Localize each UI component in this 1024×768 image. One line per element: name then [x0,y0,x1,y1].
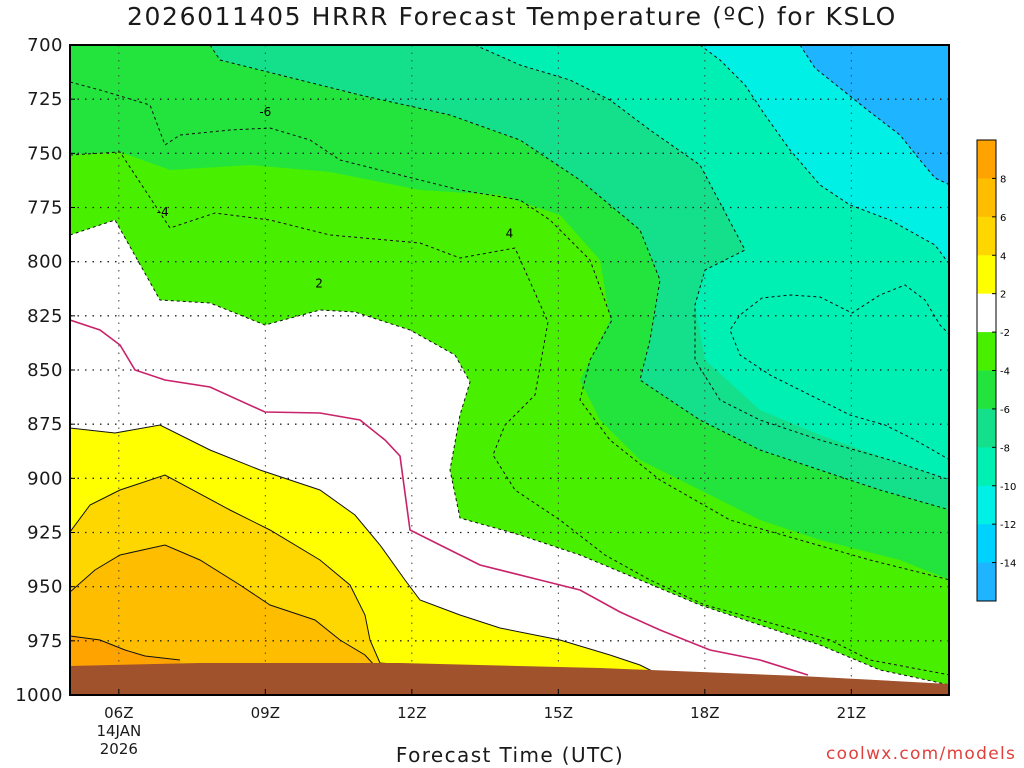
isotherm-minus8 [209,45,949,511]
colorbar: 8 6 4 2 -2 -4 -6 -8 -10 -12 -14 [976,139,1016,602]
x-tick-label: 12Z [397,704,426,722]
x-tick-date: 14JAN [96,722,141,740]
colorbar-swatch [977,447,996,487]
y-tick-label: 775 [27,198,63,219]
ground-mask [70,663,949,695]
x-tick-label: 15Z [544,704,573,722]
contour-label: -4 [157,205,169,219]
colorbar-label: 6 [1000,213,1006,224]
contour-label: 4 [506,227,514,241]
colorbar-swatch [977,370,996,410]
x-tick-label: 09Z [251,704,280,722]
band-fill-minus14 [800,45,949,185]
colorbar-swatch [977,255,996,294]
colorbar-swatch [977,524,996,563]
y-tick-label: 875 [27,414,63,435]
negative-isotherms [70,45,949,686]
colorbar-label: -4 [1000,367,1010,378]
y-tick-label: 975 [27,631,63,652]
y-tick-label: 800 [27,252,63,273]
x-tick-year: 2026 [100,740,138,758]
isotherm-minus4 [70,151,949,676]
isotherm-2 [70,424,671,681]
colorbar-swatch [977,562,996,602]
colorbar-swatch [977,293,996,333]
colorbar-label: -8 [1000,443,1010,454]
colorbar-swatch [977,408,996,448]
y-tick-label: 925 [27,523,63,544]
y-tick-label: 1000 [15,685,63,706]
x-tick-label: 06Z [104,704,133,722]
colorbar-swatch [977,485,996,525]
colorbar-swatch [977,216,996,256]
colorbar-label: 2 [1000,290,1006,301]
y-tick-label: 900 [27,468,63,489]
x-axis-label: Forecast Time (UTC) [395,743,625,767]
contour-label: 2 [315,276,323,290]
x-tick-label: 18Z [690,704,719,722]
credit-link[interactable]: coolwx.com/models [826,744,1017,764]
contour-label: -6 [259,105,271,119]
isotherm-minus2 [70,219,949,686]
y-tick-label: 700 [27,35,63,56]
isotherm-8 [70,635,181,661]
colorbar-label: 8 [1000,174,1006,185]
y-tick-label: 825 [27,306,63,327]
colorbar-label: -6 [1000,405,1010,416]
colorbar-swatch [977,140,996,179]
y-tick-label: 950 [27,577,63,598]
freezing-line [70,319,809,676]
colorbar-label: -2 [1000,328,1010,339]
isotherm-minus10 [474,45,949,481]
isotherm-minus12 [699,45,949,265]
y-axis: 700 725 750 775 800 825 850 875 900 925 950 975 1000 [15,35,75,706]
contour-labels: -6 -4 4 2 [157,105,514,290]
y-tick-label: 850 [27,360,63,381]
isotherm-minus12b [729,284,949,461]
colorbar-label: -12 [1000,520,1016,531]
y-tick-label: 725 [27,89,63,110]
x-tick-label: 21Z [837,704,866,722]
colorbar-label: -14 [1000,559,1016,570]
y-tick-label: 750 [27,143,63,164]
isotherm-minus14 [799,45,949,186]
chart-title: 2026011405 HRRR Forecast Temperature (ºC… [127,2,897,31]
colorbar-swatch [977,332,996,371]
colorbar-swatch [977,178,996,218]
temperature-fill-layer [70,45,949,695]
isotherm-6 [70,544,376,667]
colorbar-label: -10 [1000,482,1016,493]
colorbar-label: 4 [1000,251,1006,262]
